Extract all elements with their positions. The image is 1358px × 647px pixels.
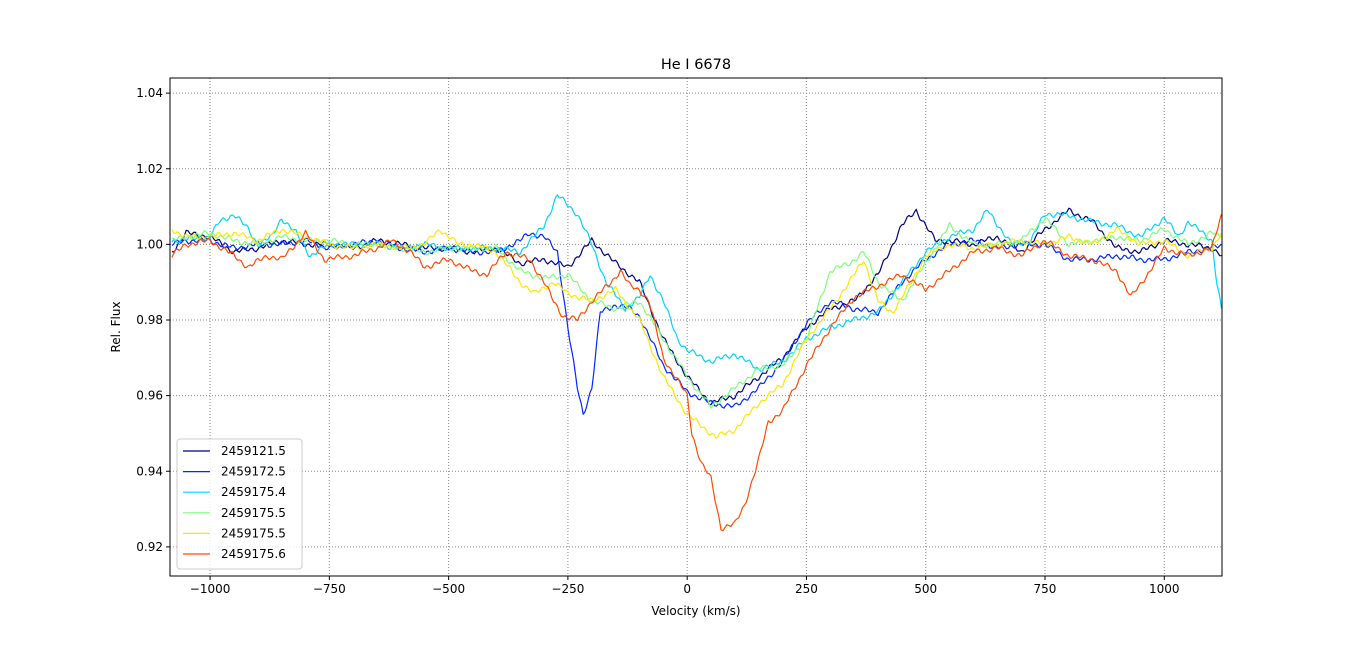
legend-label: 2459175.6 xyxy=(221,547,286,561)
y-tick-label: 1.02 xyxy=(136,162,163,176)
legend: 2459121.5 2459172.5 2459175.4 2459175.5 2459… xyxy=(176,438,303,570)
x-tick-label: −500 xyxy=(432,582,465,596)
legend-label: 2459175.4 xyxy=(221,485,286,499)
x-tick-label: 500 xyxy=(914,582,937,596)
y-tick-label: 1.04 xyxy=(136,86,163,100)
y-axis-label: Rel. Flux xyxy=(109,301,123,352)
x-axis-ticks: −1000 −750 −500 −250 0 250 500 750 1000 xyxy=(190,576,1180,596)
legend-label: 2459121.5 xyxy=(221,444,286,458)
x-tick-label: 0 xyxy=(683,582,691,596)
chart-title: He I 6678 xyxy=(661,57,731,73)
y-tick-label: 0.94 xyxy=(136,464,163,478)
x-tick-label: 1000 xyxy=(1149,582,1180,596)
x-tick-label: 250 xyxy=(795,582,818,596)
x-axis-label: Velocity (km/s) xyxy=(651,604,740,618)
plot-background xyxy=(170,78,1222,576)
legend-label: 2459172.5 xyxy=(221,465,286,479)
legend-label: 2459175.5 xyxy=(221,506,286,520)
y-tick-label: 1.00 xyxy=(136,237,163,251)
x-tick-label: 750 xyxy=(1034,582,1057,596)
series-line-6 xyxy=(171,213,1222,532)
y-tick-label: 0.92 xyxy=(136,540,163,554)
x-tick-label: −1000 xyxy=(190,582,231,596)
y-tick-label: 0.96 xyxy=(136,389,163,403)
x-tick-label: −750 xyxy=(313,582,346,596)
y-tick-label: 0.98 xyxy=(136,313,163,327)
x-tick-label: −250 xyxy=(551,582,584,596)
plot-frame xyxy=(169,77,1223,577)
y-axis-ticks: 0.92 0.94 0.96 0.98 1.00 1.02 1.04 xyxy=(136,86,170,554)
series-lines xyxy=(171,194,1222,532)
legend-label: 2459175.5 xyxy=(221,526,286,540)
